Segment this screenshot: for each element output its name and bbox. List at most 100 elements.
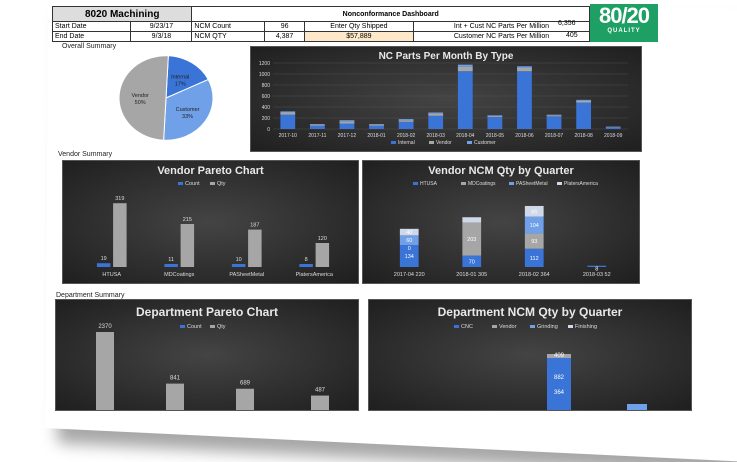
ncm-count-label: NCM Count xyxy=(192,22,265,32)
x-tick-label: 2018-03 xyxy=(427,133,446,139)
vendor-pareto-bars: CountQty19319HTUSA11215MDCoatings10187PA… xyxy=(63,161,358,283)
bar-qty xyxy=(96,332,114,410)
x-tick-label: 2018-02 364 xyxy=(519,272,550,278)
bar-cnc xyxy=(547,358,571,410)
legend-swatch xyxy=(210,182,215,185)
bar-internal xyxy=(280,115,295,129)
legend-label: Customer xyxy=(474,140,496,146)
legend-swatch xyxy=(530,325,535,328)
logo-text: 80/20 xyxy=(590,4,658,28)
bar-qty xyxy=(316,243,330,267)
bar-vendor xyxy=(458,67,473,71)
bar-count xyxy=(232,264,246,267)
nc-parts-bars: 0200400600800100012002017-102017-112017-… xyxy=(251,47,641,151)
nc-parts-chart-panel: NC Parts Per Month By Type 0200400600800… xyxy=(250,46,642,152)
header-table: 8020 Machining Nonconformance Dashboard … xyxy=(52,6,590,42)
legend-label: Vendor xyxy=(436,140,452,146)
legend-label: Count xyxy=(187,324,202,330)
legend-swatch xyxy=(492,325,497,328)
y-tick-label: 200 xyxy=(262,116,271,122)
bar-internal xyxy=(487,117,502,129)
data-label: 134 xyxy=(405,254,414,260)
legend-label: Vendor xyxy=(499,324,517,330)
x-tick-label: 2018-01 xyxy=(367,133,386,139)
y-tick-label: 0 xyxy=(267,127,270,133)
legend-swatch xyxy=(178,182,183,185)
bar-vendor xyxy=(517,68,532,71)
y-tick-label: 1200 xyxy=(259,61,270,67)
bar-vendor xyxy=(487,116,502,117)
bar-customer xyxy=(428,113,443,114)
end-date-label: End Date xyxy=(53,32,131,42)
data-label: 2370 xyxy=(98,324,112,330)
data-label: 409 xyxy=(554,353,565,359)
bar-internal xyxy=(428,116,443,129)
bar-customer xyxy=(487,115,502,116)
data-label: 364 xyxy=(554,390,565,396)
bar-vendor xyxy=(369,125,384,126)
department-quarter-panel: Department NCM Qty by Quarter CNCVendorG… xyxy=(368,299,692,411)
data-label: 689 xyxy=(240,381,251,387)
logo-subtext: QUALITY xyxy=(590,28,658,34)
data-label: 93 xyxy=(531,239,537,245)
legend-label: Qty xyxy=(217,324,226,330)
data-label: 10 xyxy=(236,257,242,263)
bar-internal xyxy=(310,126,325,129)
data-label: 215 xyxy=(183,217,192,223)
start-date-input[interactable]: 9/23/17 xyxy=(131,22,192,32)
bar-vendor xyxy=(547,115,562,116)
data-label: 841 xyxy=(170,376,181,382)
bar-qty xyxy=(166,384,184,410)
legend-swatch xyxy=(429,141,434,144)
bar-vendor xyxy=(310,125,325,126)
bar-count xyxy=(97,263,111,267)
y-tick-label: 600 xyxy=(262,94,271,100)
brand-logo: 80/20 QUALITY xyxy=(590,4,658,42)
legend-label: MDCoatings xyxy=(468,181,496,187)
data-label: 70 xyxy=(469,259,475,265)
data-label: 120 xyxy=(318,236,327,242)
bar-internal xyxy=(547,116,562,129)
pie-data-label: 33% xyxy=(182,114,193,120)
department-pareto-panel: Department Pareto Chart CountQty23708416… xyxy=(55,299,359,411)
bar-internal xyxy=(576,103,591,129)
qty-shipped-input[interactable]: $57,889 xyxy=(304,32,413,42)
bar-count xyxy=(164,264,178,267)
bar-qty xyxy=(113,203,127,267)
cust-ppm-value: 405 xyxy=(566,32,578,39)
legend-label: CNC xyxy=(461,324,473,330)
vendor-quarter-bars: HTUSAMDCoatingsPASheetMetalPlatersAmeric… xyxy=(363,161,639,283)
legend-swatch xyxy=(180,325,185,328)
legend-swatch xyxy=(461,182,466,185)
department-summary-label: Department Summary xyxy=(56,292,124,299)
x-tick-label: MDCoatings xyxy=(164,272,195,278)
data-label: 40 xyxy=(406,230,412,236)
legend-swatch xyxy=(467,141,472,144)
end-date-input[interactable]: 9/3/18 xyxy=(131,32,192,42)
bar-customer xyxy=(280,111,295,112)
bar-qty xyxy=(181,224,195,267)
bar-qty xyxy=(311,396,329,410)
bar-vendor xyxy=(428,114,443,116)
legend-swatch xyxy=(454,325,459,328)
int-cust-ppm-value: 6,356 xyxy=(558,20,576,27)
x-tick-label: 2018-07 xyxy=(545,133,564,139)
x-tick-label: 2018-01 305 xyxy=(456,272,487,278)
x-tick-label: 2018-08 xyxy=(574,133,593,139)
qty-shipped-label: Enter Qty Shipped xyxy=(304,22,413,32)
pie-data-label: 17% xyxy=(175,81,186,87)
ncm-qty-value: 4,387 xyxy=(265,32,305,42)
bar-vendor xyxy=(606,127,621,128)
data-label: 11 xyxy=(168,257,174,263)
bar-vendor xyxy=(340,121,355,123)
data-label: 104 xyxy=(530,223,539,229)
data-label: 882 xyxy=(554,375,565,381)
bar-internal xyxy=(517,71,532,129)
data-label: 0 xyxy=(408,246,411,252)
legend-swatch xyxy=(413,182,418,185)
legend-label: PlatersAmerica xyxy=(564,181,598,187)
x-tick-label: 2017-10 xyxy=(279,133,298,139)
vendor-summary-label: Vendor Summary xyxy=(58,151,112,158)
bar-internal xyxy=(340,124,355,130)
bar-customer xyxy=(399,119,414,120)
